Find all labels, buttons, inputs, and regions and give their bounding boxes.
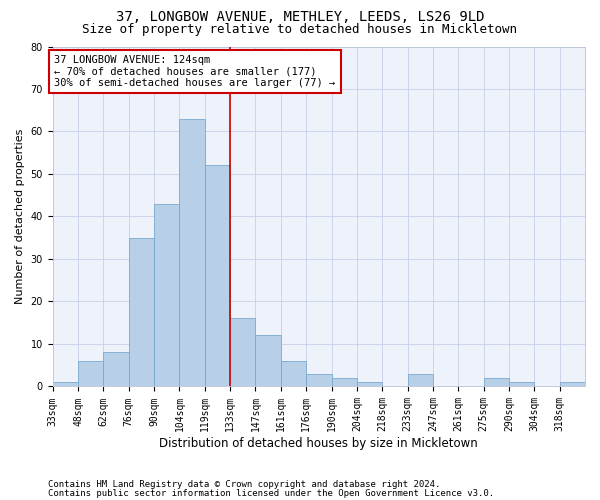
Bar [484, 378, 509, 386]
Text: 37, LONGBOW AVENUE, METHLEY, LEEDS, LS26 9LD: 37, LONGBOW AVENUE, METHLEY, LEEDS, LS26… [116, 10, 484, 24]
Text: Size of property relative to detached houses in Mickletown: Size of property relative to detached ho… [83, 22, 517, 36]
Bar [306, 374, 332, 386]
Bar [53, 382, 78, 386]
Bar [129, 238, 154, 386]
Bar [205, 166, 230, 386]
Text: Contains HM Land Registry data © Crown copyright and database right 2024.: Contains HM Land Registry data © Crown c… [48, 480, 440, 489]
Y-axis label: Number of detached properties: Number of detached properties [15, 129, 25, 304]
Bar [281, 361, 306, 386]
X-axis label: Distribution of detached houses by size in Mickletown: Distribution of detached houses by size … [160, 437, 478, 450]
Text: Contains public sector information licensed under the Open Government Licence v3: Contains public sector information licen… [48, 489, 494, 498]
Bar [154, 204, 179, 386]
Bar [230, 318, 256, 386]
Bar [179, 118, 205, 386]
Bar [560, 382, 585, 386]
Text: 37 LONGBOW AVENUE: 124sqm
← 70% of detached houses are smaller (177)
30% of semi: 37 LONGBOW AVENUE: 124sqm ← 70% of detac… [55, 55, 336, 88]
Bar [332, 378, 357, 386]
Bar [357, 382, 382, 386]
Bar [407, 374, 433, 386]
Bar [103, 352, 129, 386]
Bar [256, 336, 281, 386]
Bar [78, 361, 103, 386]
Bar [509, 382, 535, 386]
